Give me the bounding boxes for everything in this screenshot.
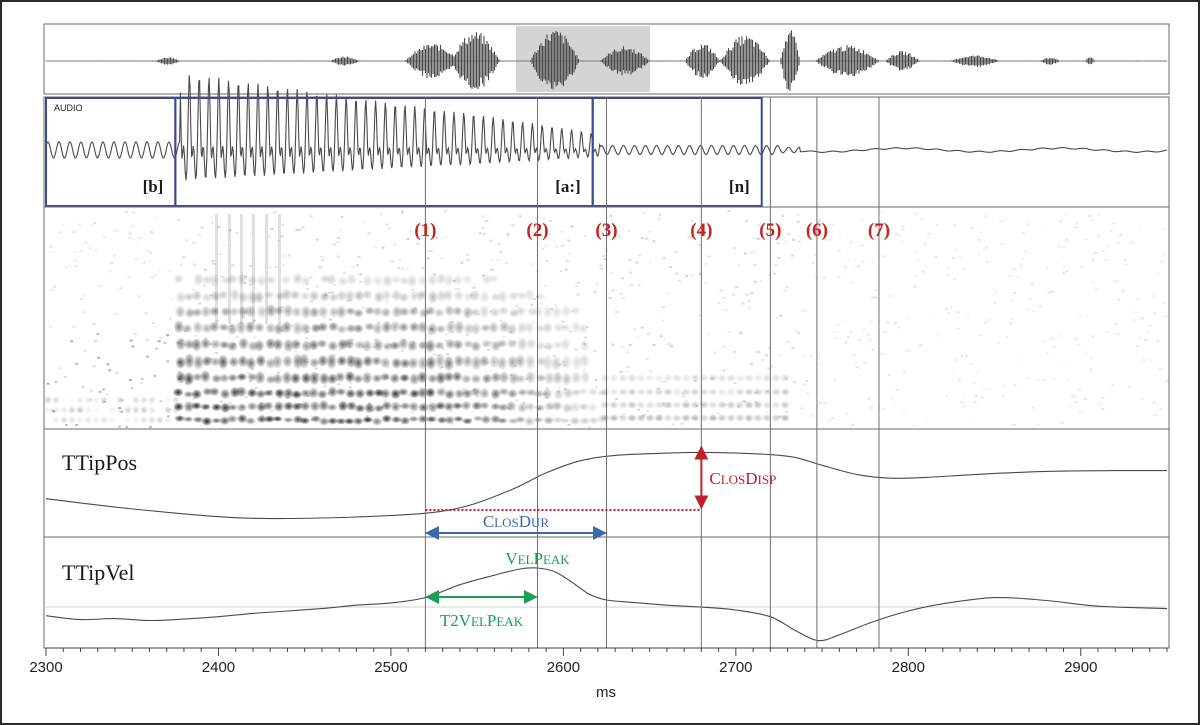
x-tick-label: 2900 [1064,659,1097,676]
annotation-label: T2VELPEAK [440,611,524,630]
x-tick-label: 2300 [29,659,62,676]
spectrogram [44,210,1169,429]
annotation-label: VELPEAK [505,549,570,568]
segment-box [591,97,763,207]
event-label: (1) [414,220,436,241]
overview-waveform [45,30,1168,91]
event-label: (5) [759,220,781,241]
event-label: (6) [806,220,828,241]
x-tick-label: 2500 [374,659,407,676]
event-label: (3) [595,220,617,241]
series-ttipvel [45,567,1168,642]
event-markers: (1) (2) (3) (4) (5) (6) (7) [414,97,890,648]
measure-annotations: CLOSDISP CLOSDUR VELPEAK T2VELPEAK [425,445,776,630]
series-ttippos [45,451,1168,520]
segment-boxes: [b] [a:] [n] [45,97,763,207]
segment-label: [n] [729,177,750,196]
event-label: (4) [690,220,712,241]
x-axis-title: ms [596,684,616,701]
x-axis: 2300 2400 2500 2600 2700 2800 2900 [29,647,1168,676]
annotation-label: CLOSDISP [709,469,776,488]
overview-panel [43,23,1170,95]
x-tick-label: 2800 [892,659,925,676]
ttipvel-label: TTipVel [62,560,135,585]
audio-label: AUDIO [54,103,83,113]
segment-label: [b] [143,177,164,196]
segment-label: [a:] [555,177,580,196]
x-tick-label: 2700 [719,659,752,676]
ttippos-label: TTipPos [62,450,137,475]
x-tick-label: 2400 [202,659,235,676]
event-label: (7) [868,220,890,241]
event-label: (2) [526,220,548,241]
annotation-label: CLOSDUR [483,512,550,531]
x-tick-label: 2600 [547,659,580,676]
